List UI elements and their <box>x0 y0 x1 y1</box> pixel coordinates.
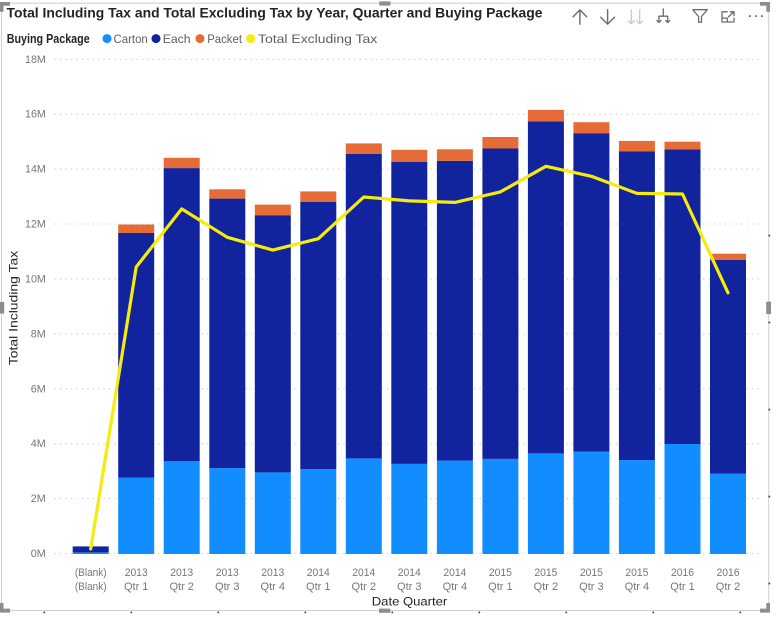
svg-text:Qtr 4: Qtr 4 <box>261 581 286 593</box>
svg-text:2015: 2015 <box>489 567 512 579</box>
svg-text:Qtr 4: Qtr 4 <box>625 581 650 593</box>
svg-text:10M: 10M <box>25 273 46 285</box>
svg-text:2015: 2015 <box>580 567 603 579</box>
svg-text:2016: 2016 <box>717 567 740 579</box>
svg-text:Qtr 2: Qtr 2 <box>169 581 194 593</box>
svg-text:18M: 18M <box>25 54 46 66</box>
svg-text:2M: 2M <box>31 493 46 505</box>
svg-text:Qtr 1: Qtr 1 <box>670 581 695 593</box>
svg-text:16M: 16M <box>25 109 46 121</box>
svg-text:2013: 2013 <box>261 567 284 579</box>
svg-text:2016: 2016 <box>671 567 694 579</box>
svg-text:12M: 12M <box>25 219 46 231</box>
svg-text:(Blank): (Blank) <box>75 567 107 579</box>
svg-text:2013: 2013 <box>125 567 148 579</box>
svg-text:8M: 8M <box>31 328 46 340</box>
svg-text:2014: 2014 <box>307 567 330 579</box>
svg-text:4M: 4M <box>31 438 46 450</box>
svg-text:14M: 14M <box>25 164 46 176</box>
svg-text:Qtr 4: Qtr 4 <box>443 581 468 593</box>
svg-text:Qtr 3: Qtr 3 <box>397 581 422 593</box>
svg-text:Qtr 3: Qtr 3 <box>215 581 240 593</box>
svg-text:0M: 0M <box>31 548 46 560</box>
svg-text:Qtr 1: Qtr 1 <box>488 581 513 593</box>
svg-text:2015: 2015 <box>625 567 648 579</box>
svg-text:2014: 2014 <box>443 567 466 579</box>
svg-text:2014: 2014 <box>352 567 375 579</box>
svg-text:Qtr 3: Qtr 3 <box>579 581 604 593</box>
svg-text:Qtr 1: Qtr 1 <box>306 581 331 593</box>
svg-text:Total Including Tax: Total Including Tax <box>7 251 21 365</box>
svg-text:Qtr 1: Qtr 1 <box>124 581 149 593</box>
svg-text:Qtr 2: Qtr 2 <box>716 581 741 593</box>
svg-text:Qtr 2: Qtr 2 <box>352 581 377 593</box>
svg-text:Qtr 2: Qtr 2 <box>534 581 559 593</box>
svg-text:2013: 2013 <box>170 567 193 579</box>
svg-text:Date Quarter: Date Quarter <box>372 594 448 608</box>
svg-text:Total Excluding Tax: Total Excluding Tax <box>258 32 378 46</box>
svg-text:2014: 2014 <box>398 567 421 579</box>
svg-text:Each: Each <box>163 32 191 46</box>
svg-text:6M: 6M <box>31 383 46 395</box>
svg-text:2015: 2015 <box>534 567 557 579</box>
svg-text:Buying Package: Buying Package <box>7 31 90 46</box>
svg-text:2013: 2013 <box>216 567 239 579</box>
svg-text:Total Including Tax and Total: Total Including Tax and Total Excluding … <box>7 5 543 21</box>
svg-text:Packet: Packet <box>207 32 242 46</box>
svg-text:(Blank): (Blank) <box>75 581 107 593</box>
svg-text:Carton: Carton <box>114 32 148 46</box>
